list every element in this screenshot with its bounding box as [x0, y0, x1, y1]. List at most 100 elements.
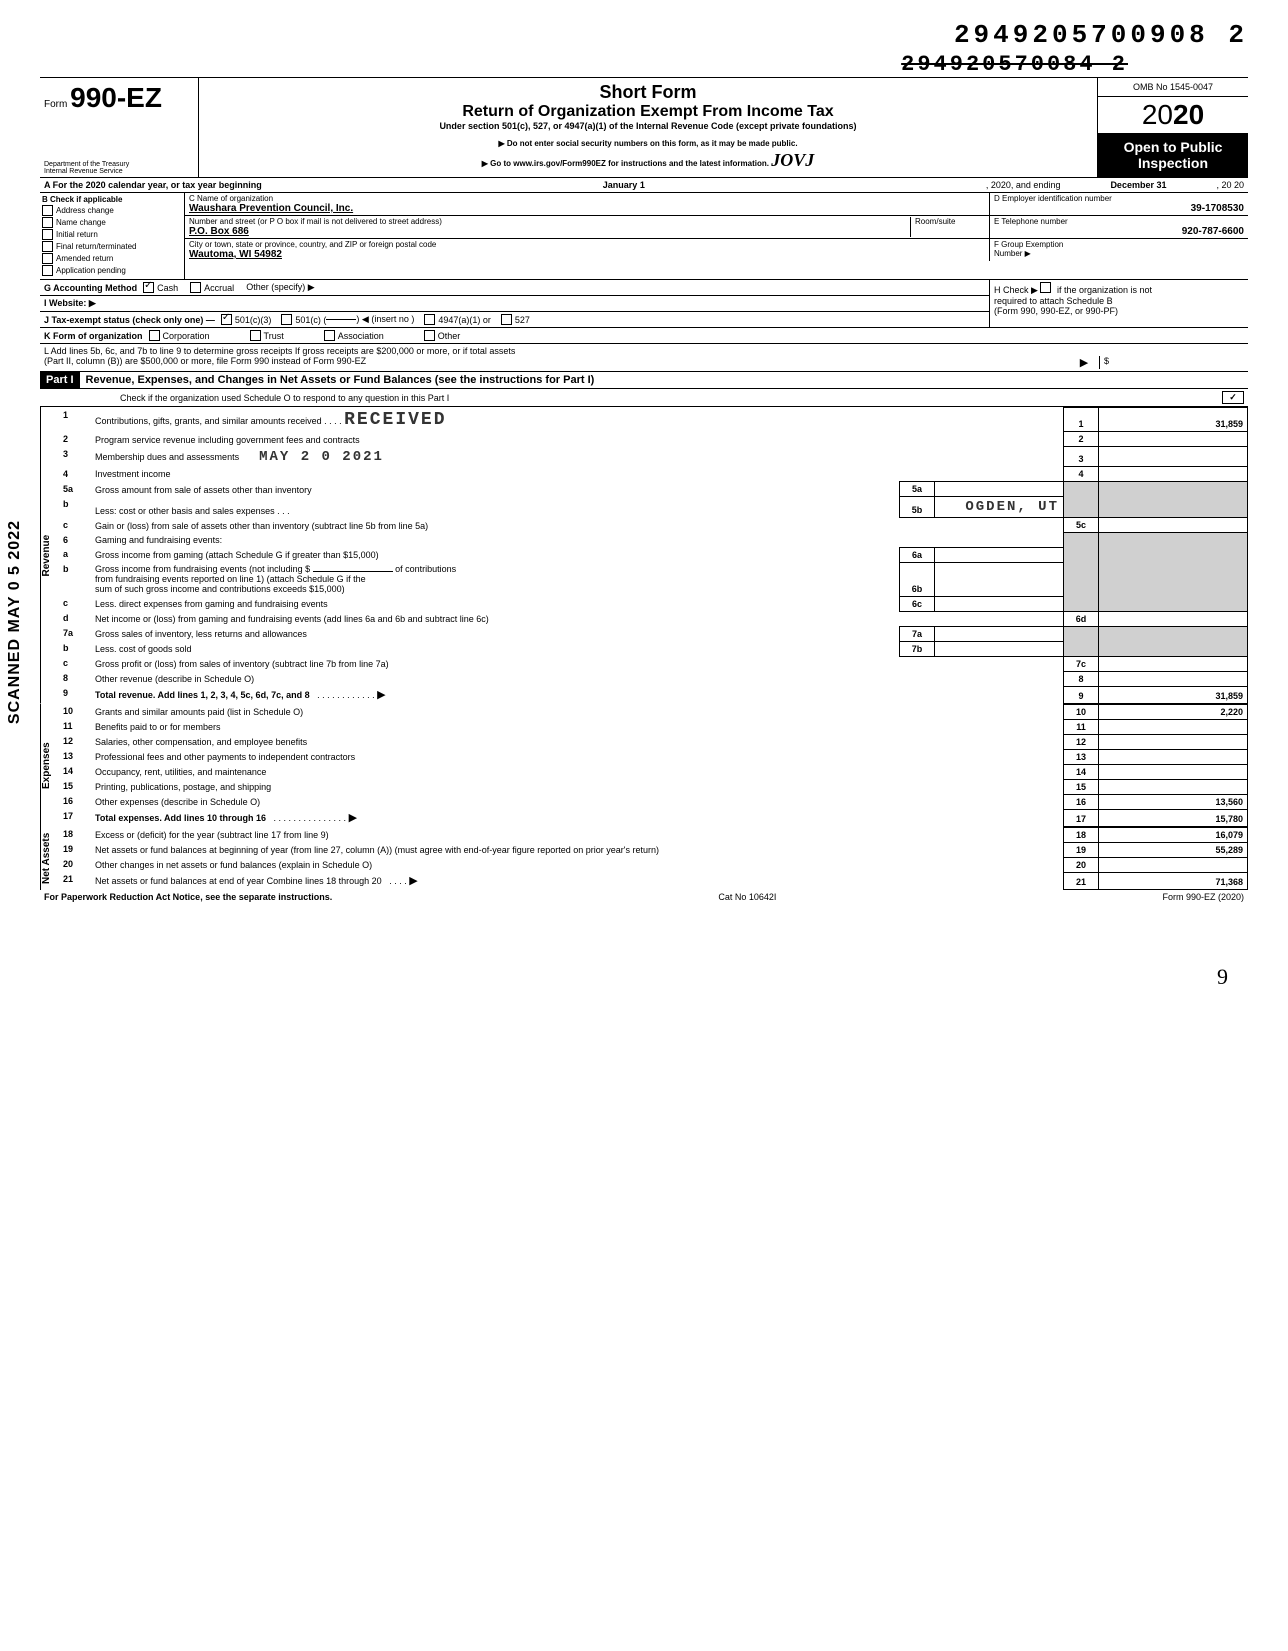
line-6d-desc: Net income or (loss) from gaming and fun…: [91, 611, 1064, 626]
line-5b-num: b: [59, 497, 91, 518]
col-b-title: B Check if applicable: [42, 195, 182, 204]
line-6c-desc: Less. direct expenses from gaming and fu…: [91, 596, 900, 611]
line-20-num: 20: [59, 857, 91, 872]
line-16-desc: Other expenses (describe in Schedule O): [91, 794, 1064, 809]
row-l-dollar: $: [1099, 356, 1244, 369]
line-6b-num: b: [59, 562, 91, 596]
line-15-num: 15: [59, 779, 91, 794]
form-number: 990-EZ: [70, 82, 162, 113]
chk-other-org[interactable]: [424, 330, 435, 341]
chk-501c3[interactable]: [221, 314, 232, 325]
line-16-num: 16: [59, 794, 91, 809]
block-identity: B Check if applicable Address change Nam…: [40, 193, 1248, 280]
col-b-checkboxes: B Check if applicable Address change Nam…: [40, 193, 185, 279]
line-10-amt: 2,220: [1099, 704, 1248, 719]
chk-address-change[interactable]: [42, 205, 53, 216]
line-20-desc: Other changes in net assets or fund bala…: [91, 857, 1064, 872]
line-14-num: 14: [59, 764, 91, 779]
irs-label: Internal Revenue Service: [44, 168, 129, 175]
line-7a-desc: Gross sales of inventory, less returns a…: [91, 626, 900, 641]
name-label: C Name of organization: [189, 194, 985, 203]
lbl-name-change: Name change: [56, 218, 106, 227]
netassets-side-label: Net Assets: [40, 827, 59, 890]
chk-name-change[interactable]: [42, 217, 53, 228]
chk-final-return[interactable]: [42, 241, 53, 252]
chk-4947[interactable]: [424, 314, 435, 325]
line-18-desc: Excess or (deficit) for the year (subtra…: [91, 827, 1064, 842]
lbl-initial-return: Initial return: [56, 230, 98, 239]
short-form-title: Short Form: [205, 82, 1091, 103]
line-1-num: 1: [59, 408, 91, 432]
line-11-rnum: 11: [1064, 719, 1099, 734]
group-exempt-number: Number ▶: [994, 249, 1244, 258]
line-17-amt: 15,780: [1099, 809, 1248, 826]
line-12-desc: Salaries, other compensation, and employ…: [91, 734, 1064, 749]
open-public-1: Open to Public: [1100, 139, 1246, 155]
chk-501c[interactable]: [281, 314, 292, 325]
col-c-identity: C Name of organization Waushara Preventi…: [185, 193, 1248, 279]
line-9-amt: 31,859: [1099, 686, 1248, 703]
chk-assoc[interactable]: [324, 330, 335, 341]
line-8-desc: Other revenue (describe in Schedule O): [91, 671, 1064, 686]
chk-cash[interactable]: [143, 282, 154, 293]
row-h-text2: required to attach Schedule B: [994, 296, 1244, 306]
ogden-stamp: OGDEN, UT: [965, 499, 1059, 515]
line-1-desc: Contributions, gifts, grants, and simila…: [95, 416, 322, 426]
line-2-rnum: 2: [1064, 432, 1099, 447]
line-11-desc: Benefits paid to or for members: [91, 719, 1064, 734]
line-10-num: 10: [59, 704, 91, 719]
chk-accrual[interactable]: [190, 282, 201, 293]
line-21-arrow: ▶: [409, 875, 417, 887]
lbl-other-org: Other: [438, 331, 461, 341]
part1-checkbox[interactable]: ✓: [1222, 391, 1244, 404]
line-18-num: 18: [59, 827, 91, 842]
chk-pending[interactable]: [42, 265, 53, 276]
revenue-side-label: Revenue: [40, 407, 59, 704]
line-15-desc: Printing, publications, postage, and shi…: [91, 779, 1064, 794]
chk-corp[interactable]: [149, 330, 160, 341]
line-19-rnum: 19: [1064, 842, 1099, 857]
line-18-rnum: 18: [1064, 827, 1099, 842]
line-21-rnum: 21: [1064, 872, 1099, 889]
line-9-num: 9: [59, 686, 91, 703]
page-number: 9: [40, 964, 1228, 990]
line-9-rnum: 9: [1064, 686, 1099, 703]
line-21-amt: 71,368: [1099, 872, 1248, 889]
lbl-amended: Amended return: [56, 254, 113, 263]
line-9-desc: Total revenue. Add lines 1, 2, 3, 4, 5c,…: [95, 690, 310, 700]
chk-schedule-b[interactable]: [1040, 282, 1051, 293]
line-1-amt: 31,859: [1099, 408, 1248, 432]
received-stamp: RECEIVED: [344, 410, 446, 430]
form-header: Form 990-EZ Department of the Treasury I…: [40, 77, 1248, 178]
lbl-cash: Cash: [157, 283, 178, 293]
line-6-num: 6: [59, 533, 91, 548]
line-6-desc: Gaming and fundraising events:: [91, 533, 1064, 548]
line-2-desc: Program service revenue including govern…: [91, 432, 1064, 447]
chk-527[interactable]: [501, 314, 512, 325]
line-17-desc: Total expenses. Add lines 10 through 16: [95, 813, 266, 823]
line-6c-inner: 6c: [900, 596, 935, 611]
group-exempt-label: F Group Exemption: [994, 240, 1244, 249]
date-stamp: MAY 2 0 2021: [259, 449, 384, 465]
line-1-rnum: 1: [1064, 408, 1099, 432]
line-4-num: 4: [59, 467, 91, 482]
room-label: Room/suite: [915, 217, 985, 226]
part1-header: Part I: [40, 372, 80, 388]
line-6a-desc: Gross income from gaming (attach Schedul…: [91, 547, 900, 562]
lbl-501c: 501(c) (: [295, 315, 326, 325]
line-6b-inner: 6b: [900, 562, 935, 596]
chk-amended[interactable]: [42, 253, 53, 264]
line-19-amt: 55,289: [1099, 842, 1248, 857]
line-6b-desc1: Gross income from fundraising events (no…: [95, 564, 310, 574]
footer-right: Form 990-EZ (2020): [1162, 892, 1244, 902]
chk-initial-return[interactable]: [42, 229, 53, 240]
ein-label: D Employer identification number: [994, 194, 1244, 203]
line-9-arrow: ▶: [377, 689, 385, 701]
line-19-num: 19: [59, 842, 91, 857]
lbl-trust: Trust: [264, 331, 284, 341]
return-title: Return of Organization Exempt From Incom…: [205, 103, 1091, 121]
line-6d-rnum: 6d: [1064, 611, 1099, 626]
chk-trust[interactable]: [250, 330, 261, 341]
row-j-label: J Tax-exempt status (check only one) —: [44, 315, 215, 325]
line-5b-inner: 5b: [900, 497, 935, 518]
